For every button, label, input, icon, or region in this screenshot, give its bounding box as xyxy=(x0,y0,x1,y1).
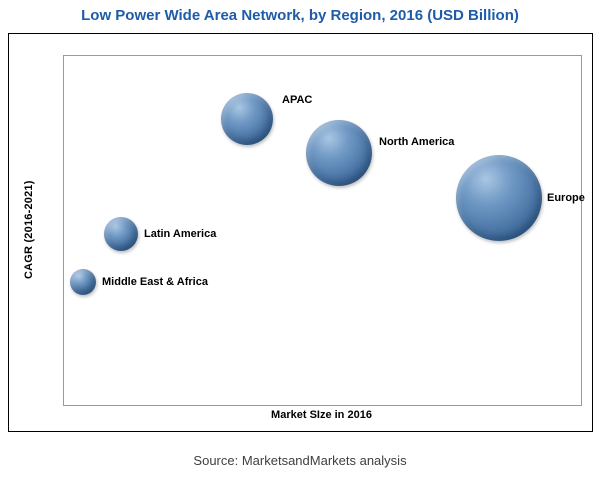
bubble-latin-america xyxy=(104,217,138,251)
bubble-label-latin-america: Latin America xyxy=(144,228,217,240)
bubble-label-europe: Europe xyxy=(547,192,585,204)
bubble-apac xyxy=(221,93,273,145)
bubble-europe xyxy=(456,155,542,241)
chart-title: Low Power Wide Area Network, by Region, … xyxy=(81,7,519,24)
bubble-north-america xyxy=(306,120,372,186)
bubble-middle-east-africa xyxy=(70,269,96,295)
y-axis-label: CAGR (2016-2021) xyxy=(23,180,35,279)
bubble-label-middle-east-africa: Middle East & Africa xyxy=(102,276,208,288)
bubble-label-north-america: North America xyxy=(379,136,455,148)
plot-area: Middle East & Africa Latin America APAC Nor… xyxy=(63,55,585,406)
source-attribution: Source: MarketsandMarkets analysis xyxy=(193,453,407,468)
chart-frame: CAGR (2016-2021) Middle East & Africa Lat… xyxy=(8,33,593,432)
x-axis-label: Market SIze in 2016 xyxy=(271,409,372,421)
bubble-label-apac: APAC xyxy=(282,94,313,106)
